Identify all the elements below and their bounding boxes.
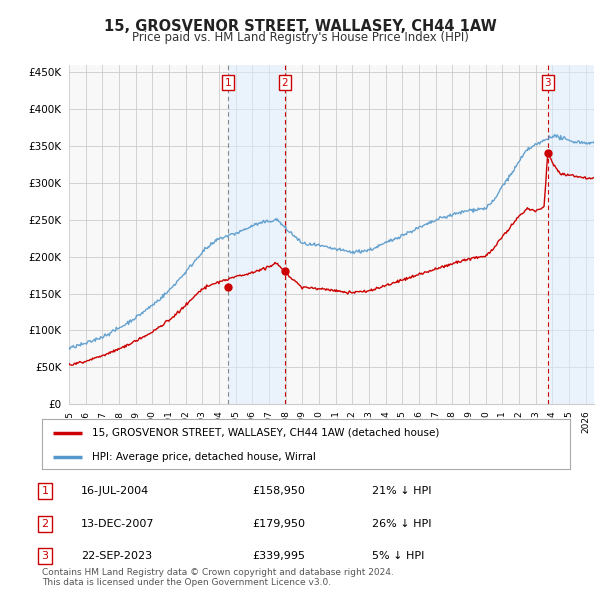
Text: 15, GROSVENOR STREET, WALLASEY, CH44 1AW (detached house): 15, GROSVENOR STREET, WALLASEY, CH44 1AW… bbox=[92, 428, 440, 438]
Text: 1: 1 bbox=[224, 78, 232, 87]
Text: Contains HM Land Registry data © Crown copyright and database right 2024.
This d: Contains HM Land Registry data © Crown c… bbox=[42, 568, 394, 587]
Text: 5% ↓ HPI: 5% ↓ HPI bbox=[372, 551, 424, 561]
Bar bbox=[548, 65, 594, 404]
Text: Price paid vs. HM Land Registry's House Price Index (HPI): Price paid vs. HM Land Registry's House … bbox=[131, 31, 469, 44]
Text: 2: 2 bbox=[41, 519, 49, 529]
Text: 22-SEP-2023: 22-SEP-2023 bbox=[81, 551, 152, 561]
Text: 1: 1 bbox=[41, 486, 49, 496]
Text: 3: 3 bbox=[41, 551, 49, 561]
Text: HPI: Average price, detached house, Wirral: HPI: Average price, detached house, Wirr… bbox=[92, 451, 316, 461]
Text: 2: 2 bbox=[281, 78, 288, 87]
Text: 21% ↓ HPI: 21% ↓ HPI bbox=[372, 486, 431, 496]
Text: 3: 3 bbox=[545, 78, 551, 87]
Text: £339,995: £339,995 bbox=[252, 551, 305, 561]
Text: 16-JUL-2004: 16-JUL-2004 bbox=[81, 486, 149, 496]
Text: 15, GROSVENOR STREET, WALLASEY, CH44 1AW: 15, GROSVENOR STREET, WALLASEY, CH44 1AW bbox=[104, 19, 496, 34]
Text: 13-DEC-2007: 13-DEC-2007 bbox=[81, 519, 155, 529]
Bar bbox=[228, 65, 285, 404]
Text: £179,950: £179,950 bbox=[252, 519, 305, 529]
Text: 26% ↓ HPI: 26% ↓ HPI bbox=[372, 519, 431, 529]
Text: £158,950: £158,950 bbox=[252, 486, 305, 496]
